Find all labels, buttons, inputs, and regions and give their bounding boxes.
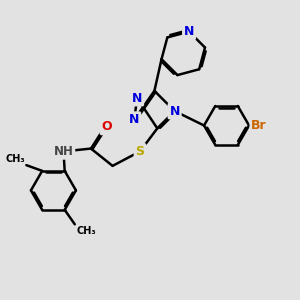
Text: N: N [184, 25, 194, 38]
Text: Br: Br [251, 119, 267, 132]
Text: O: O [101, 120, 112, 134]
Text: CH₃: CH₃ [5, 154, 25, 164]
Text: NH: NH [54, 145, 74, 158]
Text: N: N [169, 105, 180, 118]
Text: N: N [132, 92, 142, 105]
Text: CH₃: CH₃ [76, 226, 96, 236]
Text: N: N [129, 113, 140, 126]
Text: S: S [136, 145, 145, 158]
